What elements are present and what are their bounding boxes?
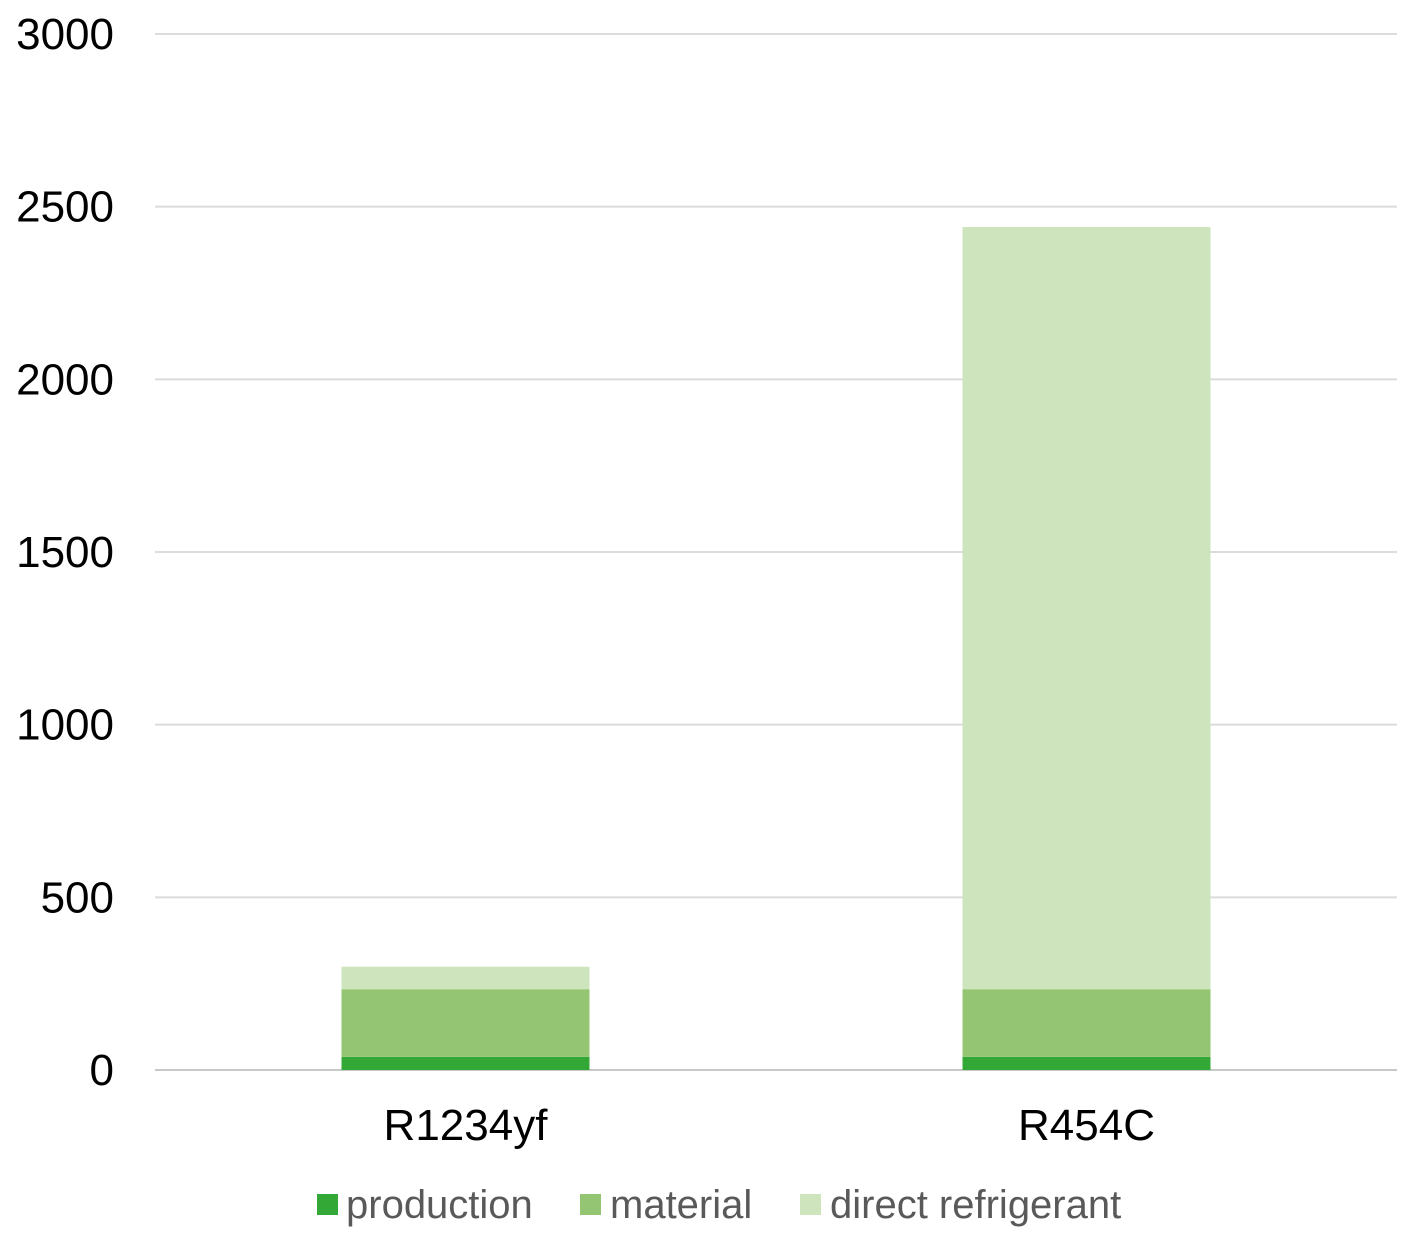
y-tick-label: 1500	[16, 528, 114, 577]
legend-label: direct refrigerant	[830, 1183, 1121, 1227]
legend-swatch	[580, 1194, 601, 1215]
y-tick-label: 500	[41, 873, 114, 922]
y-tick-label: 2000	[16, 355, 114, 404]
legend-swatch	[317, 1194, 338, 1215]
bar-segment-material	[341, 989, 590, 1057]
x-tick-label: R1234yf	[384, 1101, 549, 1150]
y-axis-tick-labels: 0 500 1000 1500 2000 2500 3000	[16, 10, 114, 1095]
legend: production material direct refrigerant	[317, 1183, 1121, 1227]
bar-segment-direct-refrigerant	[962, 227, 1211, 990]
y-tick-label: 2500	[16, 183, 114, 232]
gridlines	[155, 33, 1397, 1071]
bar-segment-production	[962, 1056, 1211, 1070]
y-tick-label: 3000	[16, 10, 114, 59]
y-tick-label: 1000	[16, 701, 114, 750]
bar-segment-production	[341, 1056, 590, 1070]
bar-segment-direct-refrigerant	[341, 966, 590, 990]
legend-swatch	[800, 1194, 821, 1215]
x-axis-tick-labels: R1234yf R454C	[384, 1101, 1155, 1150]
x-tick-label: R454C	[1018, 1101, 1155, 1150]
legend-label: production	[346, 1183, 533, 1227]
bar-segment-material	[962, 989, 1211, 1057]
legend-label: material	[610, 1183, 752, 1227]
y-tick-label: 0	[90, 1046, 114, 1095]
bars	[341, 227, 1211, 1070]
